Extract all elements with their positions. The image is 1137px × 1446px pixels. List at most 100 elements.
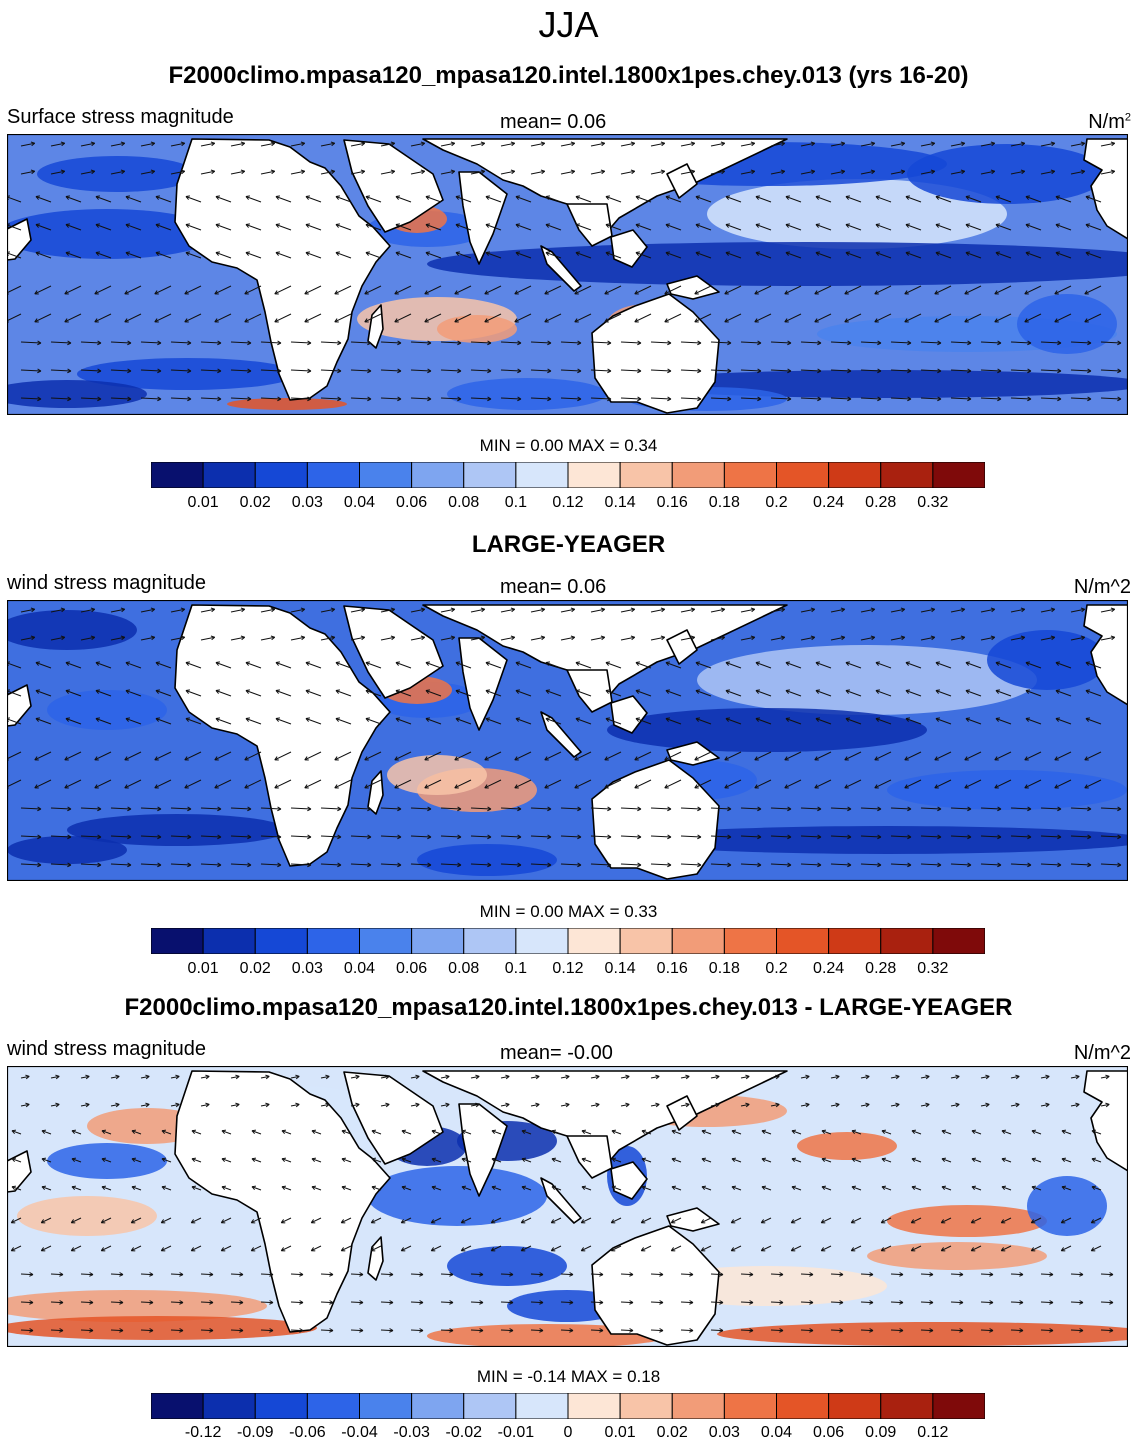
stress-vector — [980, 1272, 994, 1277]
colorbar-tick-label: 0.18 — [708, 494, 740, 511]
stress-vector — [890, 169, 906, 175]
stress-vector — [874, 285, 892, 295]
stress-vector — [454, 779, 472, 789]
stress-vector — [64, 779, 82, 789]
stress-vector — [980, 340, 1002, 346]
stress-vector — [35, 661, 52, 669]
stress-vector — [170, 834, 192, 840]
stress-vector — [500, 141, 516, 147]
stress-vector — [410, 141, 426, 147]
stress-vector — [650, 862, 672, 868]
stress-vector — [380, 1074, 390, 1080]
stress-vector — [455, 195, 472, 203]
stress-vector — [394, 285, 412, 295]
stress-vector — [860, 396, 882, 402]
stress-vector — [650, 396, 672, 402]
stress-vector — [650, 1074, 660, 1080]
colorbar-box — [828, 928, 882, 954]
stress-vector — [380, 862, 402, 868]
colorbar-tick-label: 0.09 — [865, 1424, 897, 1441]
stress-vector — [875, 223, 892, 231]
stress-vector — [665, 717, 682, 725]
stress-vector — [964, 751, 982, 761]
stress-vector — [10, 1245, 22, 1252]
stress-vector — [590, 1328, 604, 1333]
colorbar-tick-label: 0 — [563, 1424, 573, 1441]
stress-vector — [34, 313, 52, 323]
stress-vector — [1100, 169, 1116, 175]
stress-vector — [11, 1185, 22, 1191]
stress-vector — [10, 1217, 22, 1224]
stress-vector — [350, 169, 366, 175]
stress-vector — [650, 1272, 664, 1277]
stress-vector — [41, 1185, 52, 1191]
stress-vector — [50, 396, 72, 402]
stress-vector — [904, 779, 922, 789]
stress-vector — [274, 285, 292, 295]
stress-vector — [170, 1328, 184, 1333]
stress-vector — [545, 195, 562, 203]
stress-vector — [35, 251, 52, 259]
colorbar-box — [723, 928, 777, 954]
colorbar-tick-label: -0.06 — [289, 1424, 326, 1441]
panel-3-minmax: MIN = -0.14 MAX = 0.18 — [476, 1367, 661, 1386]
panel-3-units: N/m^2 — [1073, 1042, 1131, 1064]
stress-vector — [320, 396, 342, 402]
stress-vector — [830, 806, 852, 812]
stress-vector — [940, 1245, 952, 1252]
stress-vector — [370, 1245, 382, 1252]
colorbar-tick-label: 0.28 — [865, 494, 897, 511]
stress-vector — [155, 195, 172, 203]
stress-vector — [544, 313, 562, 323]
stress-vector — [1090, 1217, 1102, 1224]
stress-vector — [590, 862, 612, 868]
stress-vector — [530, 607, 546, 613]
stress-vector — [970, 1217, 982, 1224]
stress-vector — [815, 661, 832, 669]
stress-vector — [911, 1129, 922, 1135]
stress-vector — [980, 169, 996, 175]
stress-vector — [1024, 285, 1042, 295]
stress-vector — [50, 1102, 60, 1108]
stress-vector — [500, 368, 522, 374]
stress-vector — [40, 1217, 52, 1224]
stress-vector — [334, 751, 352, 761]
stress-vector — [890, 806, 912, 812]
stress-vector — [575, 661, 592, 669]
stress-vector — [755, 195, 772, 203]
stress-vector — [695, 195, 712, 203]
stress-vector — [610, 1245, 622, 1252]
stress-vector — [911, 1185, 922, 1191]
stress-vector — [140, 368, 162, 374]
stress-vector — [460, 1245, 472, 1252]
stress-vector — [94, 751, 112, 761]
stress-vector — [560, 368, 582, 374]
stress-vector — [185, 689, 202, 697]
stress-vector — [274, 751, 292, 761]
colorbar-tick-label: 0.02 — [239, 960, 271, 977]
stress-vector — [260, 862, 282, 868]
panel-1-minmax: MIN = 0.00 MAX = 0.34 — [479, 436, 658, 455]
stress-vector — [1010, 368, 1032, 374]
stress-vector — [154, 285, 172, 295]
stress-vector — [214, 313, 232, 323]
stress-vector — [260, 1074, 270, 1080]
stress-vector — [965, 195, 982, 203]
stress-vector — [350, 635, 366, 641]
panel-2-map — [7, 600, 1128, 881]
stress-vector — [695, 251, 712, 259]
stress-vector — [410, 834, 432, 840]
stress-vector — [770, 834, 792, 840]
stress-vector — [890, 1102, 900, 1108]
stress-vector — [154, 751, 172, 761]
stress-vector — [950, 1272, 964, 1277]
stress-vector — [500, 1074, 510, 1080]
stress-vector — [845, 661, 862, 669]
stress-vector — [350, 1328, 364, 1333]
stress-vector — [1100, 1300, 1114, 1305]
stress-vector — [1100, 368, 1122, 374]
stress-vector — [671, 1157, 682, 1163]
stress-vector — [500, 1328, 514, 1333]
stress-vector — [410, 340, 432, 346]
stress-vector — [274, 779, 292, 789]
